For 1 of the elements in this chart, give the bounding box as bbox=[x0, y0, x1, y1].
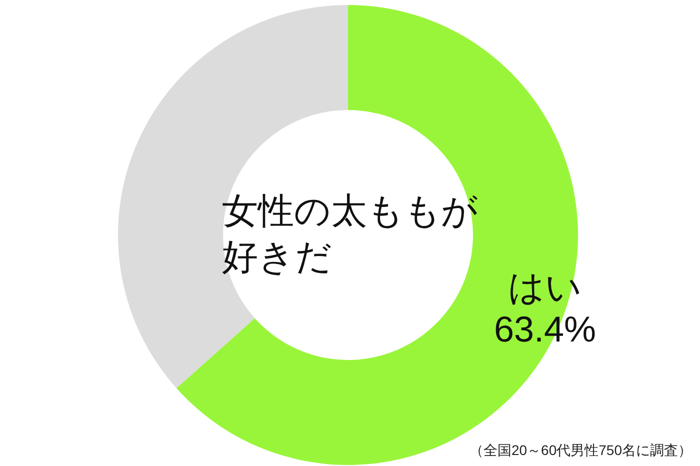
text: （全国20～60代男性750名に調査） bbox=[469, 442, 692, 460]
